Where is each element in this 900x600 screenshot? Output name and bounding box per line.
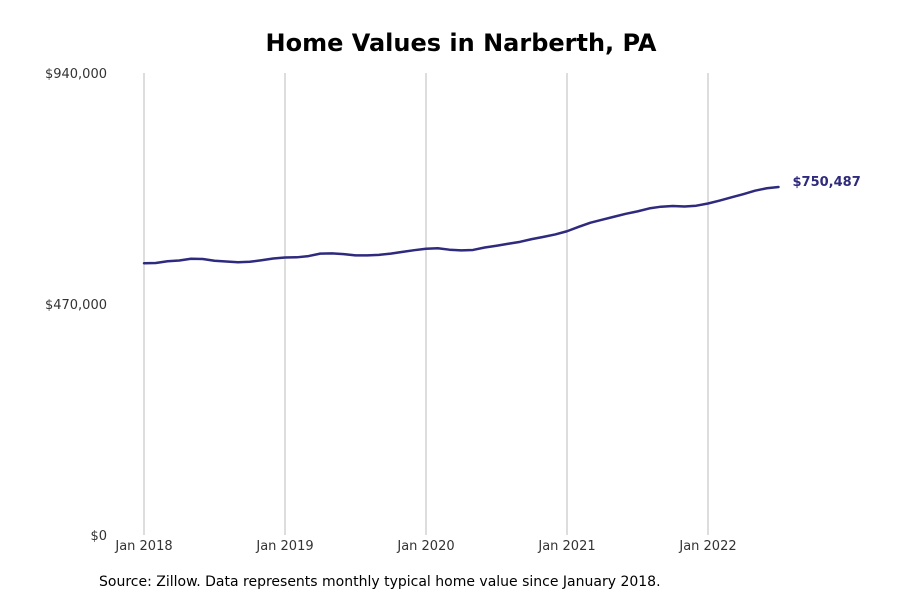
x-axis-ticks: Jan 2018 Jan 2019 Jan 2020 Jan 2021 Jan 2022 (114, 539, 736, 554)
source-note: Source: Zillow. Data represents monthly … (99, 574, 661, 590)
end-value-label: $750,487 (793, 175, 861, 190)
series-group: $750,487 (142, 175, 861, 265)
x-tick-label: Jan 2018 (114, 539, 172, 554)
y-tick-label: $470,000 (45, 298, 107, 313)
x-tick-label: Jan 2019 (255, 539, 313, 554)
y-axis-ticks: $0 $470,000 $940,000 (45, 67, 107, 544)
line-chart: Home Values in Narberth, PA $0 $470,000 $9… (45, 29, 861, 554)
x-tick-label: Jan 2022 (678, 539, 736, 554)
y-tick-label: $940,000 (45, 67, 107, 82)
x-tick-label: Jan 2021 (537, 539, 595, 554)
x-tick-label: Jan 2020 (396, 539, 454, 554)
grid-lines (143, 73, 709, 535)
y-tick-label: $0 (90, 529, 107, 544)
series-line (142, 185, 780, 265)
chart-title: Home Values in Narberth, PA (266, 29, 657, 57)
